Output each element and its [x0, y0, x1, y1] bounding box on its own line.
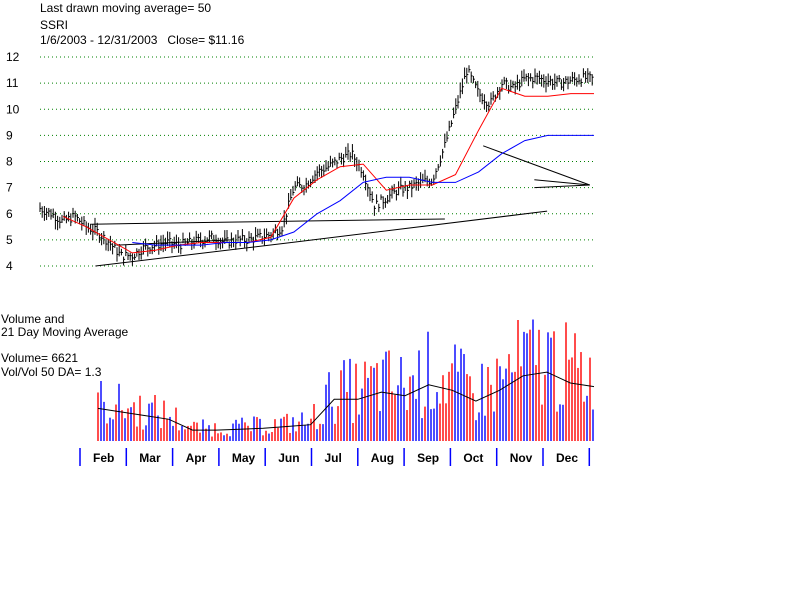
- volume-ma: [97, 371, 595, 431]
- symbol-label: SSRI: [40, 18, 69, 32]
- ma-label: Last drawn moving average= 50: [40, 1, 212, 15]
- trendline: [483, 145, 590, 186]
- y-tick-label: 10: [6, 102, 20, 116]
- month-label-mar: Mar: [139, 451, 161, 465]
- month-label-dec: Dec: [556, 451, 578, 465]
- y-tick-label: 12: [6, 50, 20, 64]
- ma-long-line: [132, 134, 594, 246]
- volume-ma-line: [97, 371, 595, 431]
- trendline: [291, 210, 548, 243]
- volume-title-1: Volume and: [1, 312, 65, 326]
- month-label-feb: Feb: [93, 451, 114, 465]
- moving-averages: [62, 87, 594, 254]
- y-tick-label: 4: [6, 259, 13, 273]
- month-label-oct: Oct: [463, 451, 483, 465]
- trendline: [534, 179, 590, 186]
- volume-value: Volume= 6621: [1, 351, 79, 365]
- month-label-aug: Aug: [371, 451, 394, 465]
- trendline: [91, 218, 445, 225]
- trendlines: [91, 145, 590, 267]
- month-label-sep: Sep: [417, 451, 439, 465]
- date-range-close: 1/6/2003 - 12/31/2003 Close= $11.16: [40, 33, 245, 47]
- ma-short-line: [62, 87, 594, 254]
- trendline: [534, 184, 590, 189]
- month-label-nov: Nov: [510, 451, 533, 465]
- price-bars: [39, 65, 594, 266]
- y-tick-label: 11: [6, 76, 19, 90]
- trendline: [116, 239, 232, 246]
- price-axis-ticks: 4 5 6 7 8 9 10 11 12: [6, 50, 20, 273]
- month-label-jun: Jun: [278, 451, 299, 465]
- month-label-jul: Jul: [325, 451, 342, 465]
- month-axis: Feb Mar Apr May Jun Jul Aug Sep Oct Nov Dec: [79, 448, 591, 466]
- y-tick-label: 7: [6, 181, 13, 195]
- month-label-apr: Apr: [186, 451, 207, 465]
- volume-title-2: 21 Day Moving Average: [1, 325, 129, 339]
- trendline: [95, 241, 292, 267]
- y-tick-label: 6: [6, 207, 13, 221]
- volume-ratio: Vol/Vol 50 DA= 1.3: [1, 365, 102, 379]
- volume-bars: [97, 319, 594, 441]
- month-label-may: May: [232, 451, 256, 465]
- y-tick-label: 9: [6, 128, 13, 142]
- y-tick-label: 8: [6, 155, 13, 169]
- y-tick-label: 5: [6, 233, 13, 247]
